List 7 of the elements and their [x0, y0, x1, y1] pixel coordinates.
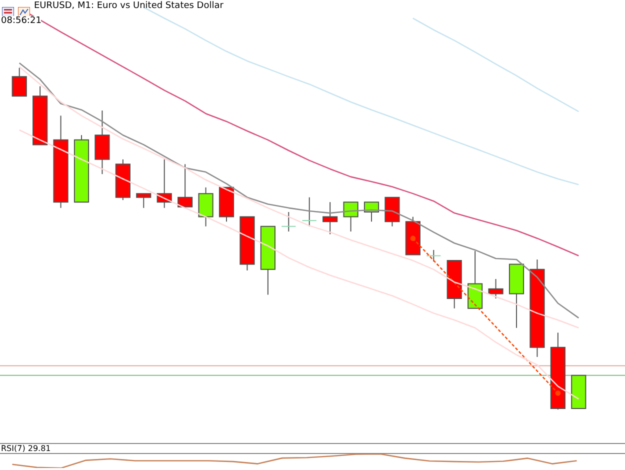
text: 08:56:21	[1, 16, 42, 26]
candlestick	[198, 186, 214, 227]
candlestick	[281, 212, 296, 232]
chart-title: RSI(7) 29.81	[1, 444, 51, 453]
candlestick	[302, 196, 317, 227]
candlestick	[426, 249, 442, 262]
chart-title: EURUSD, M1: Euro vs United States Dollar	[34, 1, 224, 11]
